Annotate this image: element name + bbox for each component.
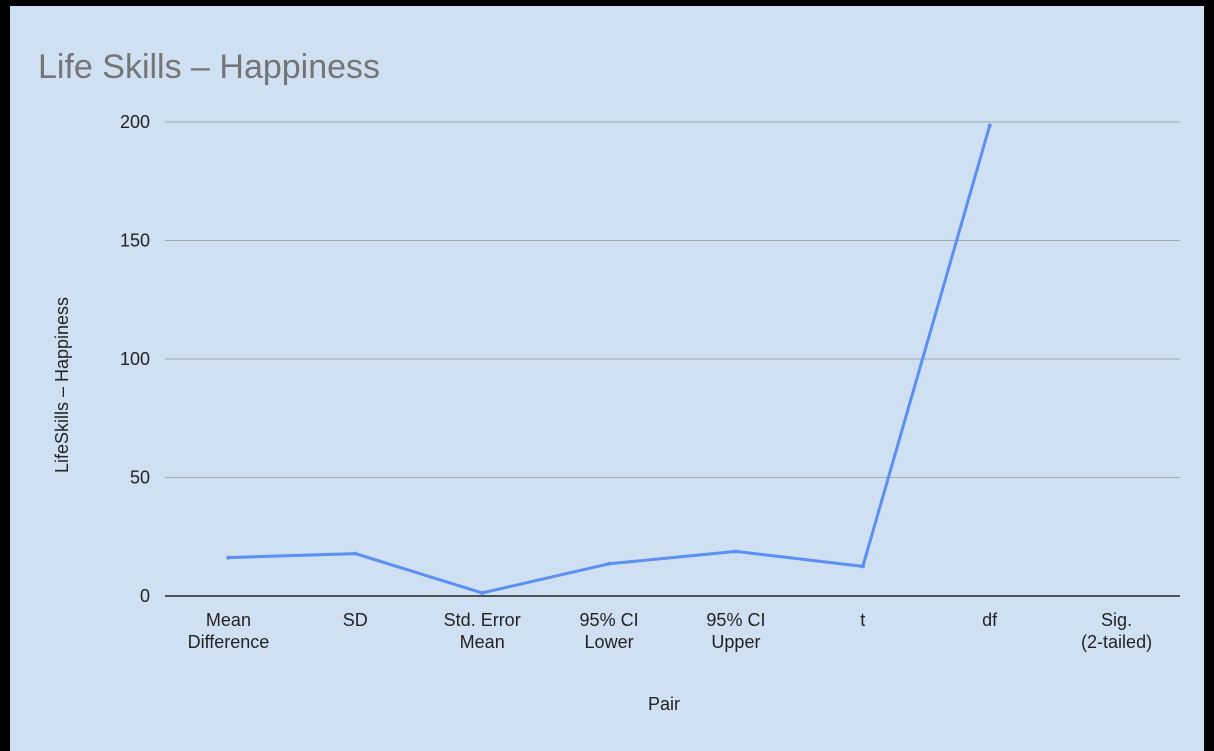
x-tick-label-line: Std. Error (444, 610, 521, 630)
data-point (860, 564, 865, 569)
data-point (480, 590, 485, 595)
x-tick-label-line: df (982, 610, 998, 630)
chart-title: Life Skills – Happiness (38, 48, 380, 86)
x-tick-label: Sig. (2-tailed) (1081, 610, 1152, 652)
y-axis-ticks: 0 50 100 150 200 (120, 112, 150, 606)
y-tick-label: 200 (120, 112, 150, 132)
x-tick-label-line: Sig. (1101, 610, 1132, 630)
x-tick-label-line: Lower (585, 632, 634, 652)
data-point (226, 555, 231, 560)
x-tick-label: 95% CI Upper (706, 610, 765, 652)
x-axis-title: Pair (648, 694, 680, 714)
gridlines (165, 121, 1180, 597)
x-tick-label-line: Upper (711, 632, 760, 652)
x-tick-label: Std. Error Mean (444, 610, 521, 652)
x-tick-label-line: 95% CI (706, 610, 765, 630)
x-tick-label-line: Mean (206, 610, 251, 630)
x-tick-label: SD (343, 610, 368, 630)
data-point (353, 551, 358, 556)
x-tick-label: Mean Difference (188, 610, 270, 652)
data-point (733, 549, 738, 554)
y-tick-label: 150 (120, 231, 150, 251)
y-tick-label: 50 (130, 468, 150, 488)
y-tick-label: 100 (120, 349, 150, 369)
data-point (987, 123, 992, 128)
x-tick-label-line: 95% CI (580, 610, 639, 630)
x-tick-label-line: (2-tailed) (1081, 632, 1152, 652)
y-tick-label: 0 (140, 586, 150, 606)
data-point (607, 561, 612, 566)
x-tick-label-line: Difference (188, 632, 270, 652)
x-tick-label-line: SD (343, 610, 368, 630)
series-layer (226, 123, 992, 595)
x-tick-label-line: Mean (460, 632, 505, 652)
y-axis-title: LifeSkills – Happiness (52, 297, 72, 473)
x-tick-label: t (860, 610, 865, 630)
x-tick-label: 95% CI Lower (580, 610, 639, 652)
x-tick-label: df (982, 610, 998, 630)
x-tick-label-line: t (860, 610, 865, 630)
